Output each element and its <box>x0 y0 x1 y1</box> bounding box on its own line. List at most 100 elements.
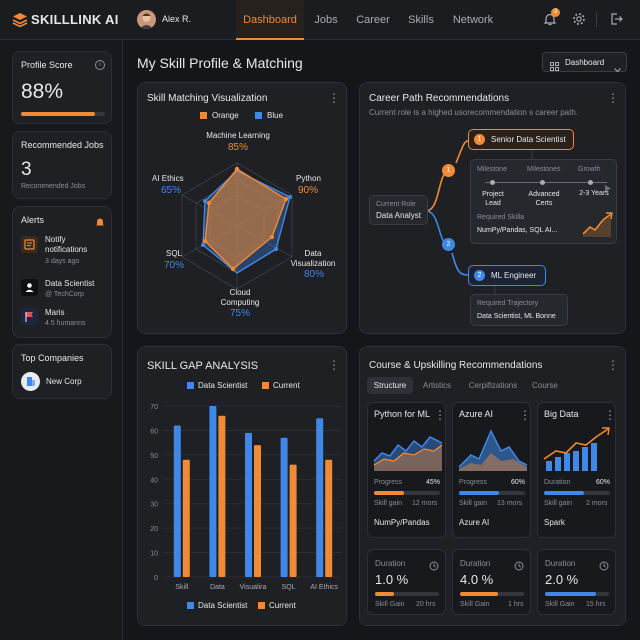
legend-current-swatch-bottom <box>258 602 265 609</box>
skill-matching-card: Skill Matching Visualization ⋮ Orange Bl… <box>137 82 347 334</box>
user-name[interactable]: Alex R. <box>162 14 192 24</box>
axis-label: SQL <box>166 249 183 258</box>
legend-orange-swatch <box>200 112 207 119</box>
axis-value: 75% <box>229 308 250 319</box>
tab-structure[interactable]: Structure <box>367 377 413 394</box>
course-card-python[interactable]: Python for ML ⋮ Progress 45% Skill gain … <box>367 402 446 538</box>
legend-blue: Blue <box>267 111 284 120</box>
bar-data-scientist <box>280 437 288 577</box>
course-footer: Azure AI <box>459 518 490 527</box>
tab-dashboard[interactable]: Dashboard <box>236 0 304 40</box>
skill-gap-title: SKILL GAP ANALYSIS <box>147 360 259 372</box>
duration-progress-fill <box>375 592 395 596</box>
company-name[interactable]: New Corp <box>46 377 82 386</box>
tab-skills[interactable]: Skills <box>408 14 434 26</box>
building-icon <box>21 372 40 391</box>
course-progress-fill <box>544 491 584 495</box>
gain-value: 2 mors <box>586 500 608 507</box>
bar-current <box>254 445 261 577</box>
timeline-dot <box>490 180 495 185</box>
tab-network[interactable]: Network <box>452 14 494 26</box>
step-badge: 1 <box>474 134 485 145</box>
course-title: Big Data <box>544 409 579 419</box>
bar-current <box>325 459 333 577</box>
axis-label: Cloud Computing <box>220 288 260 307</box>
axis-value: 85% <box>227 142 248 153</box>
dashboard-select[interactable]: Dashboard <box>542 52 627 73</box>
top-nav: SKILLLINK AI Alex R. Dashboard Jobs Care… <box>0 0 640 40</box>
more-icon[interactable]: ⋮ <box>607 358 619 372</box>
timeline-dot <box>588 180 593 185</box>
current-role-value: Data Analyst <box>376 211 421 220</box>
tab-course[interactable]: Course <box>532 381 558 390</box>
duration-value: 2.0 % <box>545 572 579 587</box>
alert-title: Maris <box>45 308 65 317</box>
legend-ds-bottom: Data Scientist <box>198 601 248 610</box>
bar-data-scientist <box>209 406 217 577</box>
x-tick-label: AI Ethics <box>310 584 338 591</box>
path-senior-data-scientist[interactable]: 1 Senior Data Scientist <box>468 129 574 150</box>
gain-label: Skill Gain <box>545 601 575 608</box>
tab-artistics[interactable]: Artistics <box>423 381 451 390</box>
course-card-azure[interactable]: Azure AI ⋮ Progress 60% Skill gain 13 mo… <box>452 402 531 538</box>
duration-card[interactable]: Duration 2.0 % Skill Gain 15 hrs <box>537 549 616 615</box>
gain-label: Skill Gain <box>460 601 490 608</box>
stat-label: Progress <box>374 479 403 486</box>
alerts-label: Alerts <box>21 215 45 225</box>
duration-progress <box>545 592 609 596</box>
clock-icon <box>429 558 439 571</box>
tab-cerpifizations[interactable]: Cerpifizations <box>468 381 518 390</box>
notification-badge: 3 <box>551 8 560 17</box>
info-icon[interactable]: i <box>95 60 105 70</box>
gain-value: 20 hrs <box>416 601 436 608</box>
profile-score-card[interactable]: Profile Score i 88% <box>12 51 112 124</box>
stat-label: Progress <box>459 479 488 486</box>
tab-career[interactable]: Career <box>356 14 390 26</box>
logout-icon[interactable] <box>609 12 623 26</box>
course-card-bigdata[interactable]: Big Data ⋮ Duration 60% Skill gain 2 mor… <box>537 402 616 538</box>
recommended-jobs-card[interactable]: Recommended Jobs 3 Recommended Jobs <box>12 131 112 199</box>
bar-data-scientist <box>245 432 252 577</box>
recommended-jobs-count: 3 <box>21 159 32 180</box>
more-icon[interactable]: ⋮ <box>519 408 531 422</box>
avatar[interactable] <box>137 10 156 29</box>
legend-current-swatch <box>262 382 269 389</box>
tab-jobs[interactable]: Jobs <box>314 14 338 26</box>
radar-blue-points <box>201 195 292 251</box>
timeline-line <box>485 182 607 183</box>
gain-value: 12 mors <box>412 500 438 507</box>
more-icon[interactable]: ⋮ <box>328 91 340 105</box>
more-icon[interactable]: ⋮ <box>434 408 446 422</box>
gain-value: 13 mors <box>497 500 523 507</box>
path-ml-engineer[interactable]: 2 ML Engineer <box>468 265 546 286</box>
axis-value: 65% <box>161 185 182 196</box>
more-icon[interactable]: ⋮ <box>607 91 619 105</box>
current-role-node[interactable]: Current Role Data Analyst <box>369 195 428 225</box>
more-icon[interactable]: ⋮ <box>604 408 616 422</box>
profile-score-value: 88% <box>21 80 64 103</box>
legend-current: Current <box>273 381 300 390</box>
gain-label: Skill gain <box>544 500 573 507</box>
person-icon <box>21 279 38 296</box>
gear-icon[interactable] <box>572 12 586 26</box>
path-title: ML Engineer <box>491 271 537 280</box>
profile-score-fill <box>21 112 95 116</box>
gain-label: Skill gain <box>459 500 488 507</box>
y-tick-label: 70 <box>150 404 158 411</box>
duration-progress-fill <box>460 592 499 596</box>
x-tick-label: Skill <box>175 584 188 591</box>
required-skills-label: Required Skilla <box>477 214 525 221</box>
skill-matching-title: Skill Matching Visualization <box>147 93 268 104</box>
arrow-right-icon <box>605 179 611 192</box>
x-tick-label: Visualira <box>240 584 267 591</box>
more-icon[interactable]: ⋮ <box>328 358 340 372</box>
duration-value: 4.0 % <box>460 572 494 587</box>
bell-alert-icon <box>95 214 105 226</box>
duration-card[interactable]: Duration 1.0 % Skill Gain 20 hrs <box>367 549 446 615</box>
divider <box>596 12 597 27</box>
radar-chart <box>181 162 293 290</box>
duration-card[interactable]: Duration 4.0 % Skill Gain 1 hrs <box>452 549 531 615</box>
required-skills-value: NumPy/Pandas, SQL AI... <box>477 227 558 234</box>
course-sparkline <box>373 436 443 471</box>
detail-header: Milestone <box>477 166 507 173</box>
